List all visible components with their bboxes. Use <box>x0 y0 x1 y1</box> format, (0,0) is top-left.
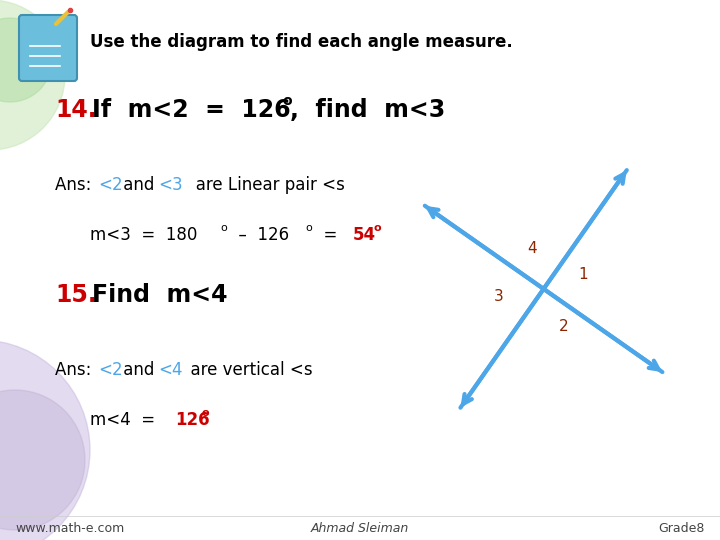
Circle shape <box>0 390 85 530</box>
Text: www.math-e.com: www.math-e.com <box>15 522 125 535</box>
Text: o: o <box>374 223 382 233</box>
Text: <2: <2 <box>98 176 122 194</box>
Text: 3: 3 <box>494 289 503 305</box>
Text: If  m<2  =  126: If m<2 = 126 <box>92 98 291 122</box>
Text: 1: 1 <box>579 267 588 282</box>
Text: Ans:: Ans: <box>55 361 96 379</box>
Text: 126: 126 <box>175 411 210 429</box>
Text: o: o <box>305 223 312 233</box>
Text: and: and <box>118 361 160 379</box>
Text: ,  find  m<3: , find m<3 <box>290 98 445 122</box>
Text: m<3  =  180: m<3 = 180 <box>90 226 197 244</box>
Text: –  126: – 126 <box>228 226 289 244</box>
Text: o: o <box>220 223 227 233</box>
Circle shape <box>0 0 65 150</box>
Text: 15.: 15. <box>55 283 96 307</box>
FancyBboxPatch shape <box>19 15 77 81</box>
Text: 14.: 14. <box>55 98 96 122</box>
Text: 54: 54 <box>353 226 376 244</box>
Text: o: o <box>202 408 210 418</box>
Text: Grade8: Grade8 <box>659 522 705 535</box>
Text: and: and <box>118 176 160 194</box>
Text: <2: <2 <box>98 361 122 379</box>
Text: o: o <box>282 94 292 108</box>
Text: <4: <4 <box>158 361 182 379</box>
Text: =: = <box>313 226 348 244</box>
Circle shape <box>0 18 52 102</box>
Text: 4: 4 <box>527 241 536 256</box>
Text: Use the diagram to find each angle measure.: Use the diagram to find each angle measu… <box>90 33 513 51</box>
Text: <3: <3 <box>158 176 183 194</box>
Text: are vertical <s: are vertical <s <box>180 361 312 379</box>
Circle shape <box>0 340 90 540</box>
Text: 2: 2 <box>559 319 568 334</box>
Text: are Linear pair <s: are Linear pair <s <box>180 176 345 194</box>
Text: Ahmad Sleiman: Ahmad Sleiman <box>311 522 409 535</box>
Text: Find  m<4: Find m<4 <box>92 283 228 307</box>
Text: m<4  =: m<4 = <box>90 411 166 429</box>
Text: Ans:: Ans: <box>55 176 96 194</box>
